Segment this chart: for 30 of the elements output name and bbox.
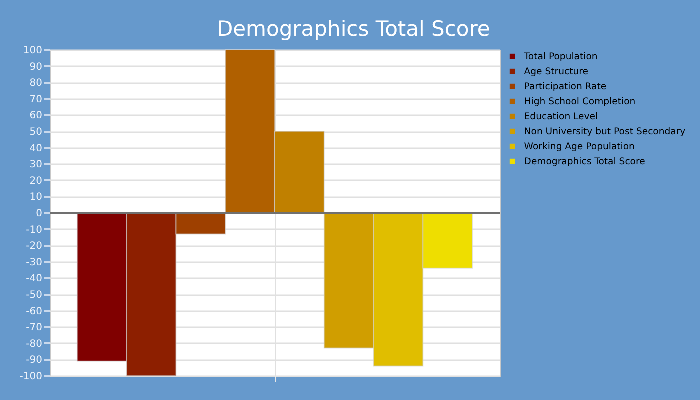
legend-label: Participation Rate — [524, 82, 607, 93]
legend-label: Total Population — [523, 52, 598, 63]
legend-label: Education Level — [524, 112, 598, 123]
y-tick-label: 80 — [30, 78, 42, 90]
y-tick-label: -10 — [26, 224, 42, 236]
legend-label: Working Age Population — [524, 142, 636, 153]
y-tick-label: 40 — [30, 143, 42, 154]
legend-label: High School Completion — [524, 96, 636, 108]
y-tick-label: 100 — [23, 46, 42, 56]
chart-title: Demographics Total Score — [216, 17, 490, 41]
y-tick-label: -50 — [26, 290, 42, 301]
y-tick-label: -60 — [26, 306, 42, 318]
y-tick-label: -70 — [26, 322, 42, 334]
legend-label: Demographics Total Score — [524, 156, 646, 168]
y-tick-label: -100 — [20, 372, 42, 382]
y-tick-label: -30 — [26, 257, 42, 268]
y-tick-label: 90 — [30, 62, 42, 73]
legend-label: Non University but Post Secondary — [524, 126, 686, 138]
y-tick-label: -90 — [26, 355, 42, 366]
y-tick-label: 50 — [30, 127, 42, 138]
y-tick-label: -80 — [26, 338, 42, 350]
y-tick-label: 60 — [30, 110, 42, 122]
y-tick-label: -20 — [26, 241, 42, 252]
y-tick-label: 10 — [30, 192, 42, 204]
y-tick-label: -40 — [26, 274, 42, 285]
y-tick-label: 20 — [30, 176, 42, 187]
y-tick-label: 0 — [36, 208, 42, 220]
y-tick-label: 70 — [30, 94, 42, 106]
legend-label: Age Structure — [524, 66, 589, 78]
y-tick-label: 30 — [30, 160, 42, 171]
